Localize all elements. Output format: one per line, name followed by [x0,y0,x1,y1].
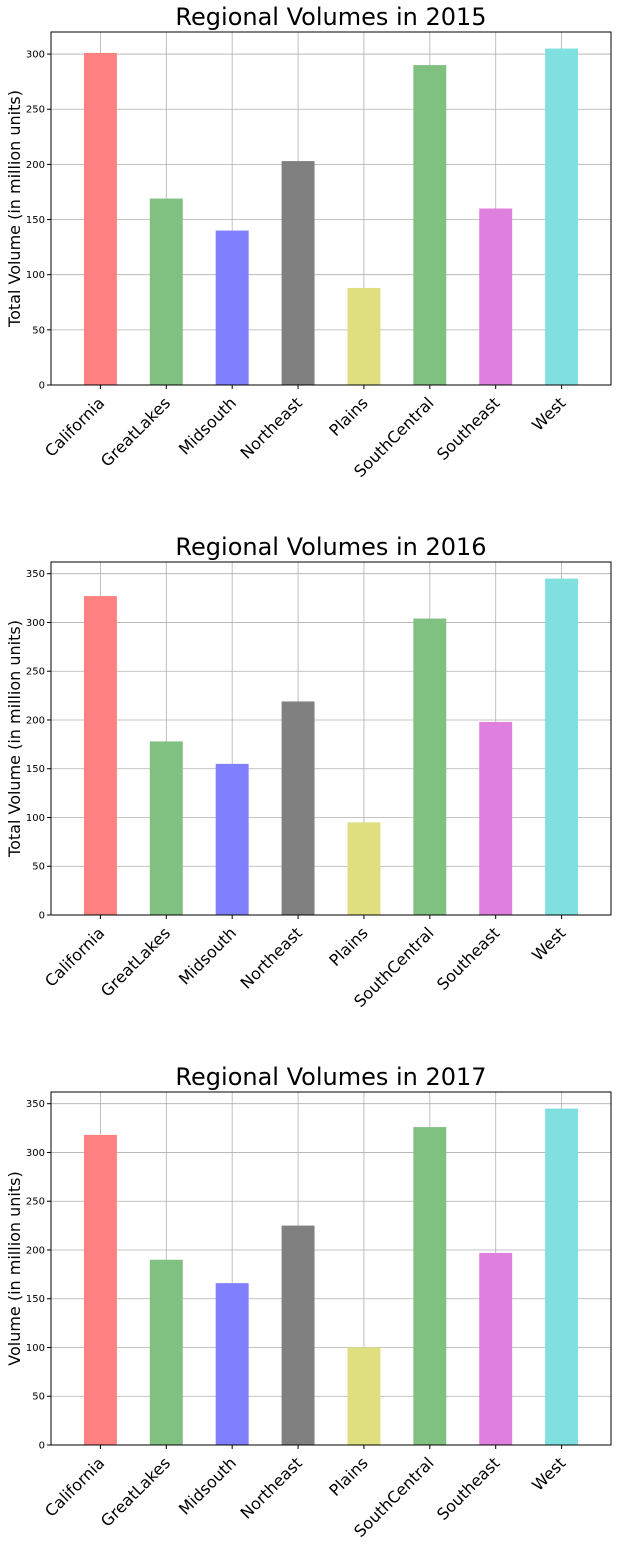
y-tick-label: 200 [26,1245,45,1256]
bar-southcentral [413,65,447,385]
bar-northeast [281,1225,315,1445]
bar-greatlakes [149,741,183,915]
bar-northeast [281,701,315,915]
bar-southeast [479,721,513,915]
bar-northeast [281,161,315,385]
y-tick-label: 0 [39,911,45,922]
bar-midsouth [215,763,249,915]
y-tick-label: 100 [26,813,45,824]
bar-greatlakes [149,198,183,385]
bar-plains [347,822,381,915]
axes-frame [50,1091,612,1446]
y-tick-label: 300 [26,50,45,61]
y-tick-label: 50 [32,862,45,873]
y-tick-label: 350 [26,569,45,580]
bar-midsouth [215,230,249,385]
y-tick-label: 50 [32,1392,45,1403]
axes-frame [50,31,612,386]
bar-california [83,596,117,915]
y-tick-label: 0 [39,381,45,392]
bar-plains [347,287,381,385]
y-tick-label: 250 [26,105,45,116]
chart-title: Regional Volumes in 2017 [175,1063,486,1091]
y-tick-label: 300 [26,618,45,629]
bar-west [545,1108,579,1445]
y-tick-label: 350 [26,1099,45,1110]
bar-west [545,48,579,385]
y-tick-label: 300 [26,1148,45,1159]
y-tick-label: 100 [26,1343,45,1354]
y-axis-label: Volume (in million units) [5,1171,24,1365]
bar-southcentral [413,618,447,915]
bar-california [83,1134,117,1445]
chart-title: Regional Volumes in 2016 [175,533,486,561]
bar-southeast [479,208,513,385]
y-tick-label: 250 [26,1197,45,1208]
y-tick-label: 200 [26,160,45,171]
y-tick-label: 200 [26,715,45,726]
bar-west [545,578,579,915]
chart-title: Regional Volumes in 2015 [175,3,486,31]
y-axis-label: Total Volume (in million units) [5,620,24,858]
y-tick-label: 150 [26,764,45,775]
bar-plains [347,1347,381,1445]
y-tick-label: 0 [39,1441,45,1452]
bar-california [83,52,117,385]
y-tick-label: 150 [26,215,45,226]
axes-frame [50,561,612,916]
bar-greatlakes [149,1259,183,1445]
y-tick-label: 250 [26,667,45,678]
y-axis-label: Total Volume (in million units) [5,90,24,328]
bar-southeast [479,1252,513,1445]
y-tick-label: 100 [26,270,45,281]
bar-southcentral [413,1127,447,1445]
y-tick-label: 50 [32,325,45,336]
bar-midsouth [215,1283,249,1445]
y-tick-label: 150 [26,1294,45,1305]
